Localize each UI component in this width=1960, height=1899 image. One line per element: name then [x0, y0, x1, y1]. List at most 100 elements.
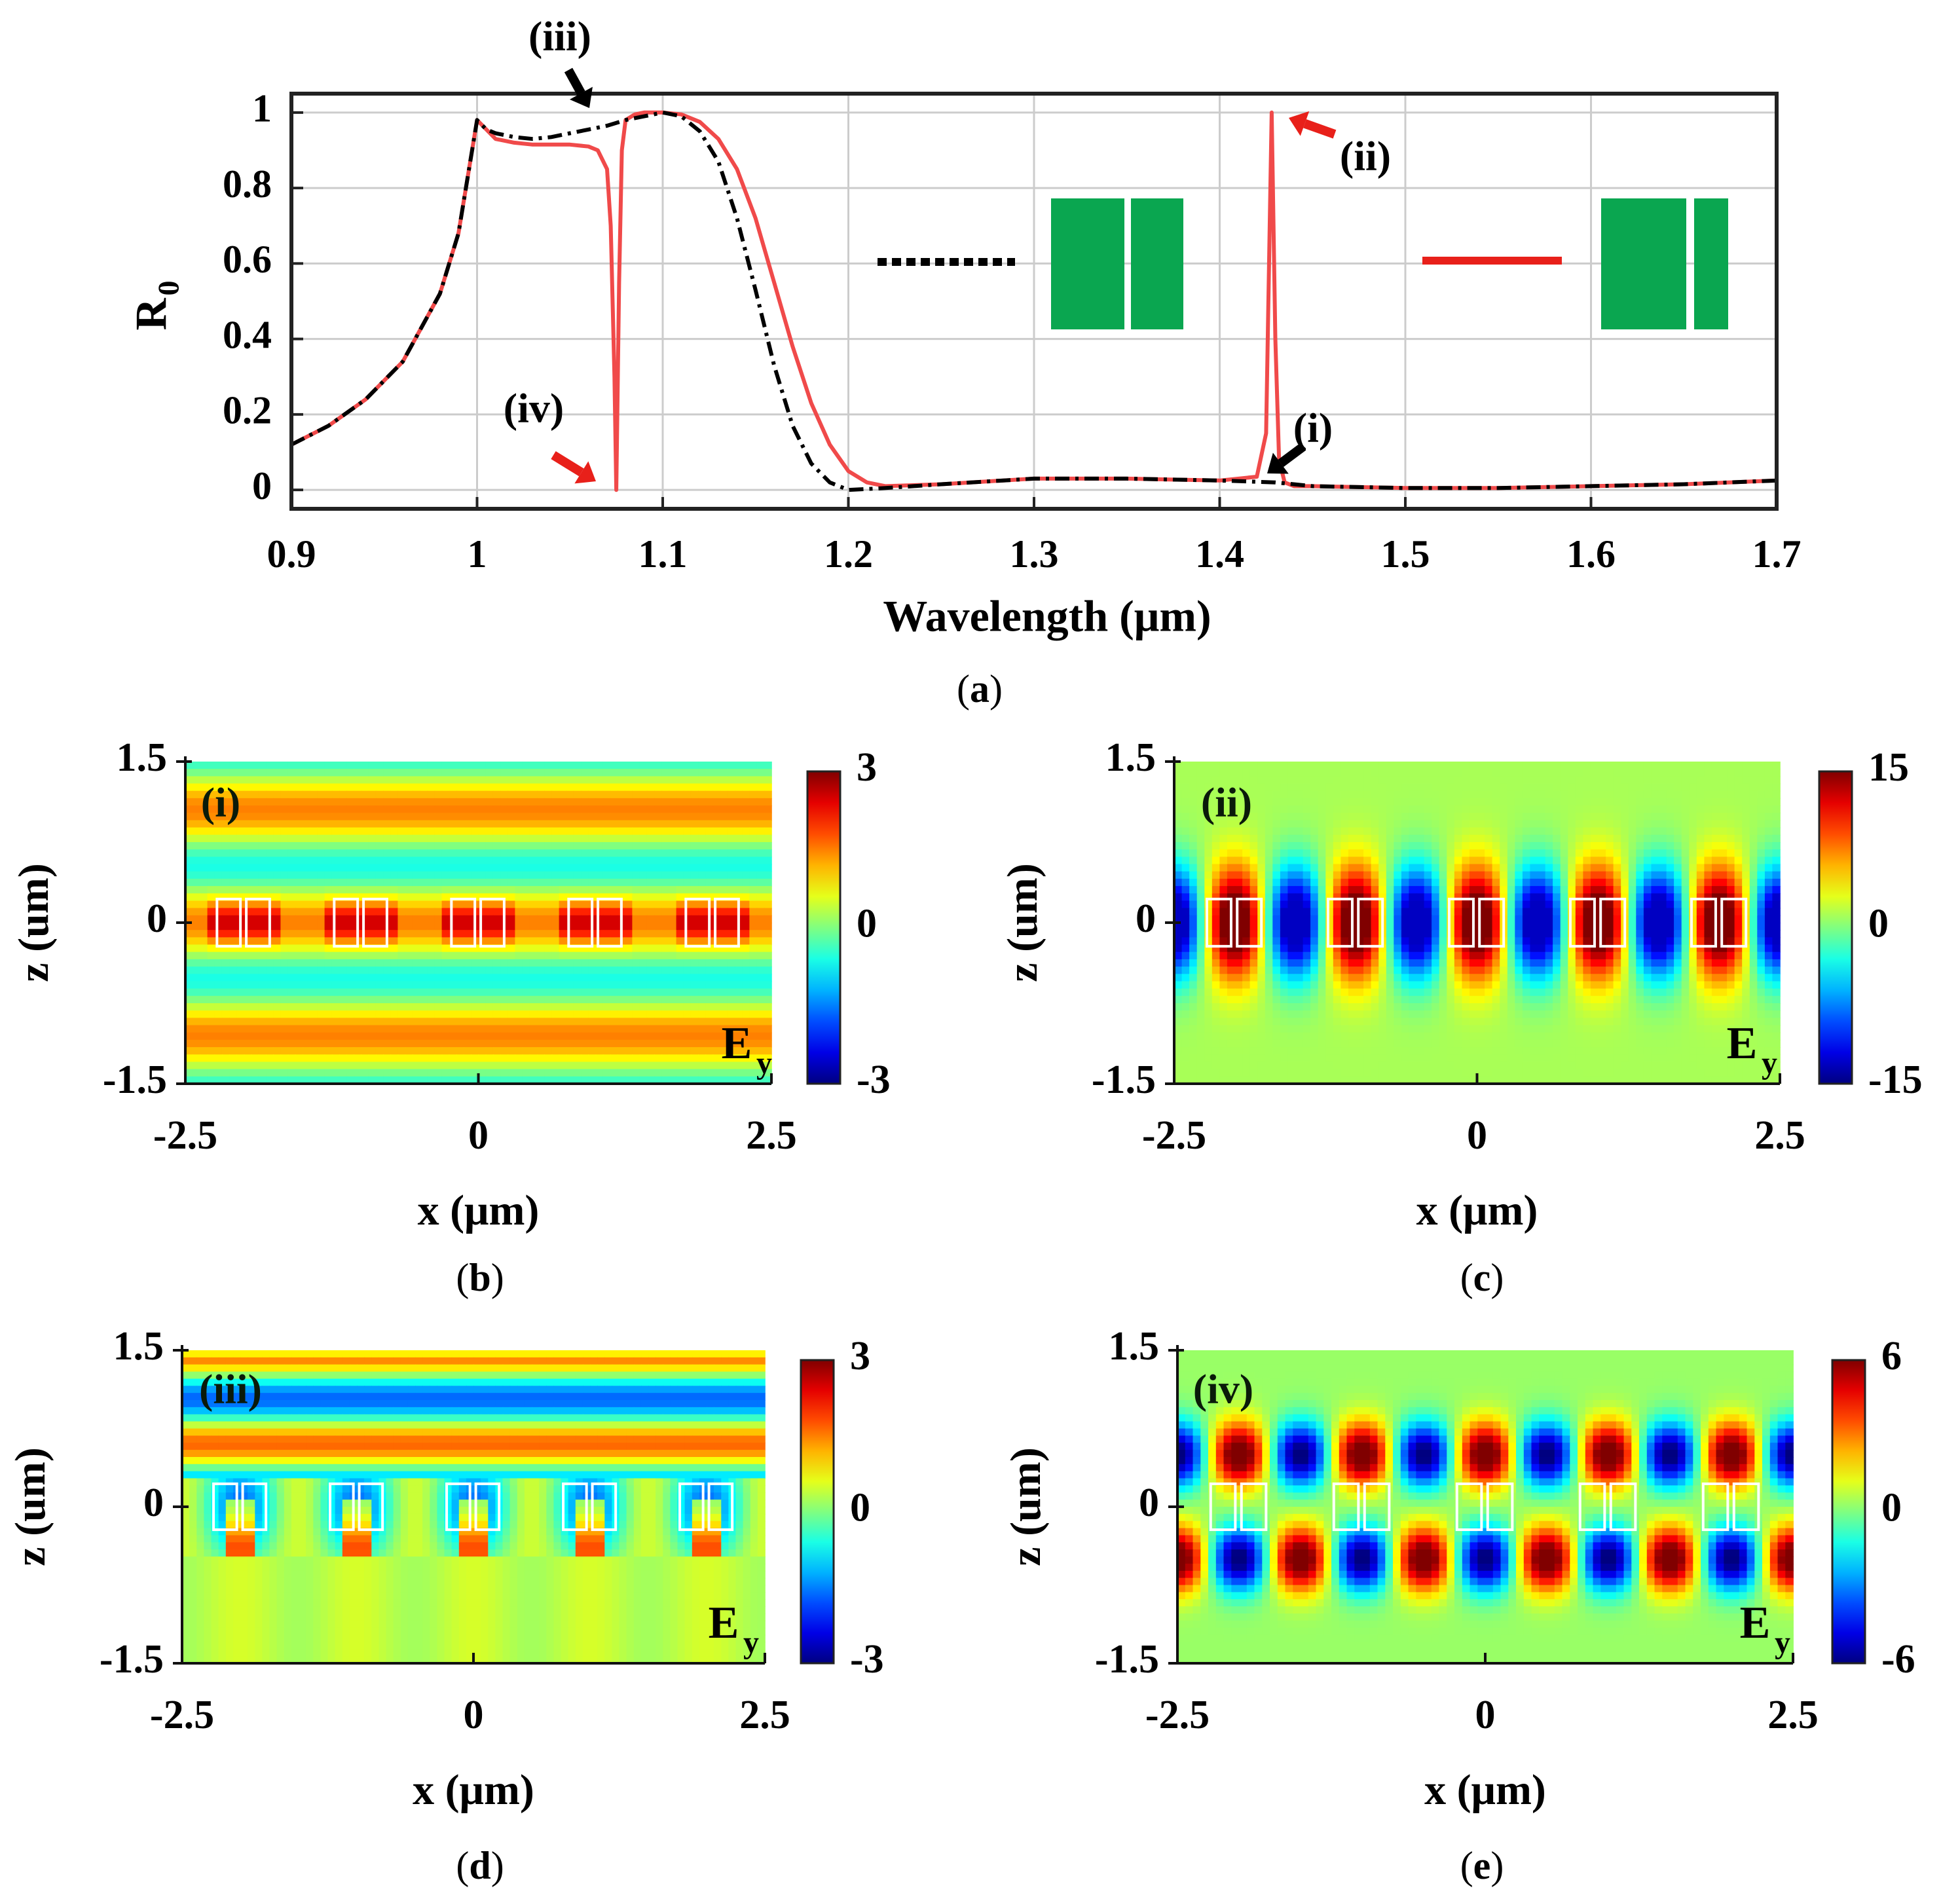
heatmap-cell	[346, 988, 355, 997]
heatmap-cell	[735, 967, 743, 975]
heatmap-cell	[1371, 769, 1379, 777]
heatmap-cell	[207, 849, 215, 858]
heatmap-cell	[639, 1032, 648, 1041]
heatmap-cell	[185, 981, 193, 989]
heatmap-cell	[485, 915, 494, 923]
heatmap-cell	[1674, 776, 1682, 784]
annotation-arrow-shaft	[564, 67, 585, 96]
heatmap-cell	[1545, 776, 1553, 784]
heatmap-cell	[310, 937, 318, 946]
heatmap-cell	[566, 820, 574, 828]
heatmap-cell	[698, 967, 707, 975]
heatmap-cell	[214, 995, 223, 1004]
heatmap-cell	[427, 893, 435, 902]
heatmap-cell	[756, 857, 765, 865]
heatmap-cell	[1575, 864, 1584, 872]
heatmap-cell	[683, 1069, 692, 1077]
heatmap-cell	[375, 1032, 384, 1041]
heatmap-cell	[207, 886, 215, 894]
heatmap-cell	[434, 813, 443, 821]
heatmap-cell	[573, 1032, 582, 1041]
heatmap-cell	[1432, 827, 1440, 836]
heatmap-cell	[544, 790, 553, 799]
heatmap-cell	[1583, 790, 1591, 799]
heatmap-cell	[1295, 776, 1304, 784]
heatmap-cell	[559, 790, 567, 799]
heatmap-cell	[280, 849, 289, 858]
heatmap-cell	[280, 827, 289, 836]
heatmap-cell	[646, 834, 655, 843]
heatmap-cell	[221, 1003, 230, 1011]
heatmap-cell	[544, 1054, 553, 1063]
heatmap-cell	[1719, 776, 1728, 784]
heatmap-cell	[698, 842, 707, 850]
heatmap-cell	[1477, 762, 1485, 769]
heatmap-cell	[331, 1076, 340, 1084]
heatmap-cell	[1538, 813, 1546, 821]
heatmap-cell	[214, 1010, 223, 1019]
heatmap-cell	[1401, 776, 1410, 784]
heatmap-cell	[515, 974, 523, 982]
heatmap-cell	[698, 1054, 707, 1063]
heatmap-cell	[420, 967, 428, 975]
heatmap-cell	[412, 1010, 420, 1019]
x-axis-label: x (μm)	[418, 1187, 540, 1234]
heatmap-cell	[1681, 790, 1690, 799]
heatmap-cell	[544, 769, 553, 777]
heatmap-cell	[683, 1047, 692, 1056]
heatmap-cell	[244, 798, 252, 806]
heatmap-cell	[346, 900, 355, 909]
heatmap-cell	[1530, 783, 1538, 792]
heatmap-cells	[1174, 762, 1781, 1084]
heatmap-cell	[405, 1010, 413, 1019]
heatmap-cell	[200, 937, 208, 946]
heatmap-cell	[1432, 798, 1440, 806]
heatmap-cell	[441, 783, 450, 792]
heatmap-cell	[712, 1069, 721, 1077]
heatmap-cell	[515, 864, 523, 872]
heatmap-cell	[236, 834, 245, 843]
heatmap-cell	[346, 798, 355, 806]
heatmap-cell	[764, 995, 772, 1004]
heatmap-cell	[683, 974, 692, 982]
heatmap-cell	[207, 805, 215, 814]
heatmap-cell	[508, 1039, 516, 1048]
heatmap-cell	[625, 959, 633, 967]
heatmap-cell	[287, 1010, 296, 1019]
heatmap-cell	[317, 849, 325, 858]
heatmap-cell	[690, 783, 699, 792]
heatmap-cell	[749, 923, 758, 931]
heatmap-cell	[1265, 790, 1274, 799]
heatmap-cell	[639, 959, 648, 967]
heatmap-cell	[1310, 849, 1319, 858]
heatmap-cell	[588, 1069, 597, 1077]
heatmap-cell	[273, 805, 282, 814]
heatmap-cell	[639, 974, 648, 982]
heatmap-cell	[412, 871, 420, 879]
heatmap-cell	[427, 769, 435, 777]
heatmap-cell	[712, 805, 721, 814]
heatmap-cell	[727, 776, 735, 784]
heatmap-cell	[287, 1039, 296, 1048]
heatmap-cell	[266, 886, 274, 894]
heatmap-cell	[1681, 827, 1690, 836]
heatmap-cell	[515, 842, 523, 850]
heatmap-cell	[1295, 871, 1304, 879]
heatmap-cell	[595, 974, 604, 982]
heatmap-cell	[654, 805, 662, 814]
x-tick-label: 1.5	[1381, 532, 1430, 576]
heatmap-cell	[361, 878, 369, 887]
heatmap-cell	[515, 776, 523, 784]
heatmap-cell	[456, 790, 464, 799]
heatmap-cell	[1363, 762, 1372, 769]
heatmap-cell	[1196, 878, 1206, 887]
heatmap-cell	[705, 1054, 714, 1063]
heatmap-cell	[221, 871, 230, 879]
heatmap-cell	[441, 798, 450, 806]
heatmap-cell	[756, 776, 765, 784]
heatmap-cell	[1280, 857, 1289, 865]
heatmap-cell	[229, 842, 238, 850]
heatmap-cell	[632, 1018, 640, 1026]
heatmap-cell	[1348, 762, 1357, 769]
heatmap-cell	[1325, 769, 1334, 777]
